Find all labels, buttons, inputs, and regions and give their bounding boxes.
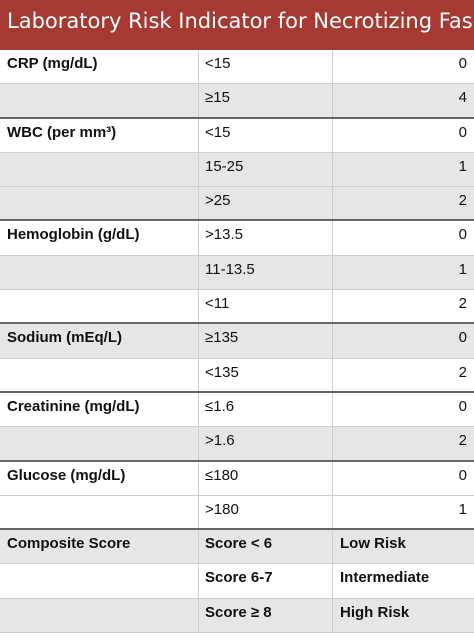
points-cell: 1 — [458, 260, 467, 278]
parameter-cell: Sodium (mEq/L) — [0, 324, 199, 358]
points-cell: 1 — [458, 157, 467, 175]
parameter-cell — [0, 84, 199, 117]
points-cell: 2 — [458, 295, 467, 313]
range-cell: 15-25 — [199, 152, 333, 187]
parameter-cell: WBC (per mm³) — [0, 118, 199, 152]
parameter-cell — [0, 358, 199, 391]
score-range-cell: Score < 6 — [199, 530, 333, 564]
table-row: Glucose (mg/dL) ≤180 0 — [0, 461, 474, 496]
table-row: Creatinine (mg/dL) ≤1.6 0 — [0, 392, 474, 428]
composite-label-cell: Composite Score — [0, 530, 199, 564]
composite-row: Composite Score Score < 6 Low Risk — [0, 530, 474, 565]
composite-label-cell — [0, 598, 199, 633]
range-cell: ≥15 — [199, 84, 333, 117]
score-table: CRP (mg/dL) <15 0 ≥15 4 WBC (per mm³) <1… — [0, 50, 474, 634]
score-range-cell: Score ≥ 8 — [199, 598, 333, 633]
parameter-cell: Glucose (mg/dL) — [0, 461, 199, 495]
points-cell: 0 — [458, 397, 467, 415]
composite-row: Score ≥ 8 High Risk — [0, 598, 474, 634]
range-cell: <15 — [199, 118, 333, 152]
points-cell: 2 — [458, 432, 467, 450]
table-row: Hemoglobin (g/dL) >13.5 0 — [0, 221, 474, 256]
range-cell: ≤1.6 — [199, 392, 333, 427]
table-row: WBC (per mm³) <15 0 — [0, 118, 474, 153]
range-cell: ≤180 — [199, 461, 333, 495]
points-cell: 0 — [458, 329, 467, 347]
parameter-cell: Hemoglobin (g/dL) — [0, 221, 199, 255]
table-row: <135 2 — [0, 358, 474, 393]
points-cell: 4 — [458, 89, 467, 107]
composite-row: Score 6-7 Intermediate — [0, 564, 474, 599]
table-row: 15-25 1 — [0, 152, 474, 188]
range-cell: 11-13.5 — [199, 255, 333, 290]
parameter-cell — [0, 255, 199, 290]
points-cell: 0 — [458, 123, 467, 141]
table-row: <11 2 — [0, 290, 474, 325]
risk-level-cell: High Risk — [340, 603, 410, 621]
table-row: >180 1 — [0, 495, 474, 531]
risk-level-cell: Low Risk — [340, 535, 406, 553]
score-range-cell: Score 6-7 — [199, 564, 333, 598]
points-cell: 1 — [458, 500, 467, 518]
range-cell: <11 — [199, 290, 333, 323]
range-cell: >1.6 — [199, 427, 333, 460]
table-row: >25 2 — [0, 187, 474, 222]
range-cell: ≥135 — [199, 324, 333, 358]
table-row: 11-13.5 1 — [0, 255, 474, 291]
points-cell: 0 — [458, 226, 467, 244]
range-cell: <15 — [199, 50, 333, 84]
parameter-cell — [0, 427, 199, 460]
range-cell: <135 — [199, 358, 333, 391]
range-cell: >13.5 — [199, 221, 333, 255]
points-cell: 2 — [458, 363, 467, 381]
range-cell: >180 — [199, 495, 333, 529]
parameter-cell — [0, 152, 199, 187]
composite-label-cell — [0, 564, 199, 598]
points-cell: 0 — [458, 55, 467, 72]
table-row: >1.6 2 — [0, 427, 474, 462]
points-cell: 0 — [458, 466, 467, 484]
table-title: Laboratory Risk Indicator for Necrotizin… — [0, 0, 474, 50]
risk-level-cell: Intermediate — [340, 569, 430, 587]
table-row: Sodium (mEq/L) ≥135 0 — [0, 324, 474, 359]
parameter-cell — [0, 495, 199, 529]
table-row: CRP (mg/dL) <15 0 — [0, 50, 474, 85]
points-cell: 2 — [458, 192, 467, 210]
parameter-cell — [0, 187, 199, 220]
parameter-cell — [0, 290, 199, 323]
parameter-cell: Creatinine (mg/dL) — [0, 392, 199, 427]
parameter-cell: CRP (mg/dL) — [0, 50, 199, 84]
table-row: ≥15 4 — [0, 84, 474, 119]
range-cell: >25 — [199, 187, 333, 220]
